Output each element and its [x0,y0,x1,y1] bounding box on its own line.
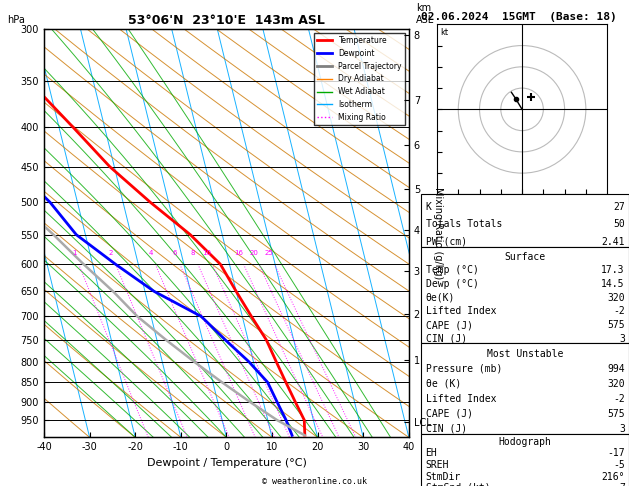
Text: km
ASL: km ASL [416,3,435,25]
Text: -5: -5 [613,460,625,470]
Text: Pressure (mb): Pressure (mb) [426,364,502,374]
Title: 53°06'N  23°10'E  143m ASL: 53°06'N 23°10'E 143m ASL [128,14,325,27]
Text: 16: 16 [234,250,243,256]
Text: 2.41: 2.41 [601,237,625,246]
Text: StmDir: StmDir [426,472,461,482]
Text: Most Unstable: Most Unstable [487,348,564,359]
Text: CAPE (J): CAPE (J) [426,320,472,330]
Text: © weatheronline.co.uk: © weatheronline.co.uk [262,477,367,486]
Text: K: K [426,202,431,211]
Text: 50: 50 [613,219,625,229]
Text: 17.3: 17.3 [601,265,625,275]
Text: 320: 320 [607,379,625,389]
Text: PW (cm): PW (cm) [426,237,467,246]
Text: CAPE (J): CAPE (J) [426,409,472,419]
Y-axis label: Mixing Ratio (g/kg): Mixing Ratio (g/kg) [433,187,443,279]
Text: kt: kt [440,28,448,37]
Text: -17: -17 [607,449,625,458]
Bar [421,194,629,247]
Text: 20: 20 [249,250,258,256]
Text: SREH: SREH [426,460,449,470]
Text: Hodograph: Hodograph [499,437,552,447]
Text: StmSpd (kt): StmSpd (kt) [426,484,490,486]
Bar [421,434,629,486]
Bar [421,343,629,434]
Text: 02.06.2024  15GMT  (Base: 18): 02.06.2024 15GMT (Base: 18) [421,12,617,22]
Text: Lifted Index: Lifted Index [426,394,496,404]
Text: Temp (°C): Temp (°C) [426,265,479,275]
Text: hPa: hPa [8,15,25,25]
Text: Totals Totals: Totals Totals [426,219,502,229]
Text: 216°: 216° [601,472,625,482]
Text: 3: 3 [619,334,625,344]
Text: Dewp (°C): Dewp (°C) [426,279,479,289]
Text: 3: 3 [619,424,625,434]
X-axis label: Dewpoint / Temperature (°C): Dewpoint / Temperature (°C) [147,458,306,468]
Text: 27: 27 [613,202,625,211]
Text: 14.5: 14.5 [601,279,625,289]
Text: 994: 994 [607,364,625,374]
Text: 575: 575 [607,409,625,419]
Bar [421,247,629,343]
Text: 7: 7 [619,484,625,486]
Text: CIN (J): CIN (J) [426,424,467,434]
Text: -2: -2 [613,394,625,404]
Text: 320: 320 [607,293,625,303]
Text: 8: 8 [191,250,195,256]
Text: 10: 10 [203,250,212,256]
Text: CIN (J): CIN (J) [426,334,467,344]
Text: θe (K): θe (K) [426,379,461,389]
Text: 1: 1 [72,250,77,256]
Text: Lifted Index: Lifted Index [426,307,496,316]
Text: Surface: Surface [504,252,546,261]
Text: 25: 25 [265,250,274,256]
Text: 4: 4 [148,250,153,256]
Text: θe(K): θe(K) [426,293,455,303]
Legend: Temperature, Dewpoint, Parcel Trajectory, Dry Adiabat, Wet Adiabat, Isotherm, Mi: Temperature, Dewpoint, Parcel Trajectory… [314,33,405,125]
Text: -2: -2 [613,307,625,316]
Text: 6: 6 [173,250,177,256]
Text: 575: 575 [607,320,625,330]
Text: EH: EH [426,449,437,458]
Text: 2: 2 [109,250,113,256]
